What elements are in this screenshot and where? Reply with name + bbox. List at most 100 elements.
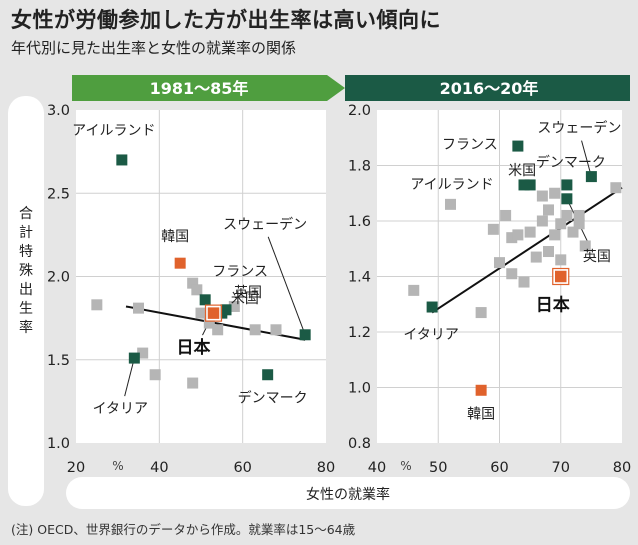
point-other <box>408 284 420 296</box>
x-tick-label: 20 <box>67 460 85 476</box>
point-other <box>610 182 622 194</box>
x-unit-label: % <box>400 459 411 473</box>
point-label: 英国 <box>234 284 262 301</box>
point-other <box>187 377 199 389</box>
x-axis-label: 女性の就業率 <box>306 486 390 503</box>
point-other <box>536 190 548 202</box>
x-tick-label: 80 <box>613 460 631 476</box>
point-other <box>506 268 518 280</box>
label-leader <box>267 236 306 335</box>
point-other <box>543 204 554 216</box>
point-label: 英国 <box>583 248 611 265</box>
y-tick-label: 0.8 <box>348 436 371 452</box>
y-tick-label: 1.8 <box>348 159 371 175</box>
point-highlight <box>199 294 211 306</box>
point-label: 米国 <box>508 163 536 179</box>
point-other <box>195 307 207 319</box>
point-other <box>228 300 240 312</box>
point-korea <box>475 384 487 396</box>
point-other <box>543 246 554 258</box>
y-axis-label-box <box>8 96 44 506</box>
point-label: イタリア <box>93 401 148 417</box>
point-label: 日本 <box>177 337 211 358</box>
point-highlight <box>524 179 536 191</box>
point-other <box>445 198 456 210</box>
point-korea <box>174 257 186 269</box>
point-highlight <box>128 352 140 364</box>
x-tick-label: 60 <box>490 460 508 476</box>
point-highlight <box>561 193 573 205</box>
point-other <box>475 307 487 319</box>
point-label: アイルランド <box>410 177 493 193</box>
panel-header-right <box>345 75 630 101</box>
panel-title-right: 2016～20年 <box>440 79 539 98</box>
x-tick-label: 70 <box>552 460 570 476</box>
point-other <box>555 218 567 230</box>
point-other <box>524 226 536 238</box>
point-other <box>567 226 579 238</box>
page-subtitle: 年代別に見た出生率と女性の就業率の関係 <box>11 39 297 57</box>
footnote: (注) OECD、世界銀行のデータから作成。就業率は15～64歳 <box>11 522 356 537</box>
point-other <box>500 209 512 221</box>
point-japan <box>206 305 221 321</box>
point-other <box>187 277 199 289</box>
y-tick-label: 1.0 <box>47 436 70 452</box>
point-other <box>487 223 499 235</box>
point-japan-outline <box>552 267 570 286</box>
point-other <box>536 215 548 227</box>
y-tick-label: 3.0 <box>47 103 70 119</box>
x-tick-label: 80 <box>317 460 335 476</box>
y-tick-label: 1.4 <box>348 270 371 286</box>
x-tick-label: 60 <box>233 460 251 476</box>
y-tick-label: 1.0 <box>348 381 371 397</box>
x-tick-label: 40 <box>150 460 168 476</box>
panel-header-arrow <box>327 75 345 101</box>
point-label: フランス <box>442 137 498 153</box>
point-other <box>191 284 203 296</box>
point-other <box>133 302 144 314</box>
point-other <box>91 299 103 311</box>
point-highlight <box>262 369 274 381</box>
point-label: スウェーデン <box>537 120 621 137</box>
y-tick-label: 1.2 <box>348 325 371 341</box>
trend-line <box>431 186 623 314</box>
point-other <box>494 257 505 269</box>
point-highlight <box>561 179 573 191</box>
y-tick-label: 2.0 <box>47 270 70 286</box>
point-highlight <box>116 154 128 166</box>
point-label: 韓国 <box>161 229 189 245</box>
label-leader <box>124 357 135 397</box>
point-other <box>512 229 524 241</box>
point-label: アイルランド <box>72 123 155 139</box>
point-other <box>530 251 542 263</box>
point-label: 日本 <box>536 295 570 316</box>
panel-title-left: 1981～85年 <box>150 79 249 98</box>
y-tick-label: 1.6 <box>348 214 371 230</box>
y-tick-label: 2.5 <box>47 186 70 202</box>
point-other <box>249 324 261 336</box>
x-axis-label-box <box>66 477 630 509</box>
point-highlight <box>512 140 524 152</box>
point-japan <box>553 269 568 284</box>
point-other <box>137 347 149 359</box>
point-highlight <box>518 179 530 191</box>
point-japan-outline <box>204 304 223 322</box>
point-other <box>579 240 591 252</box>
point-label: イタリア <box>403 327 458 343</box>
point-other <box>506 232 518 244</box>
point-other <box>212 324 224 336</box>
y-tick-label: 1.5 <box>47 353 70 369</box>
point-other <box>270 324 282 336</box>
page-title: 女性が労働参加した方が出生率は高い傾向に <box>11 8 441 32</box>
point-highlight <box>220 304 232 316</box>
point-other <box>549 229 561 241</box>
x-tick-label: 40 <box>368 460 386 476</box>
point-other <box>549 187 561 199</box>
point-other <box>561 209 573 221</box>
x-tick-label: 50 <box>429 460 447 476</box>
point-label: スウェーデン <box>223 216 307 233</box>
point-other <box>518 276 530 288</box>
point-other <box>573 209 585 221</box>
point-label: 韓国 <box>467 406 495 422</box>
